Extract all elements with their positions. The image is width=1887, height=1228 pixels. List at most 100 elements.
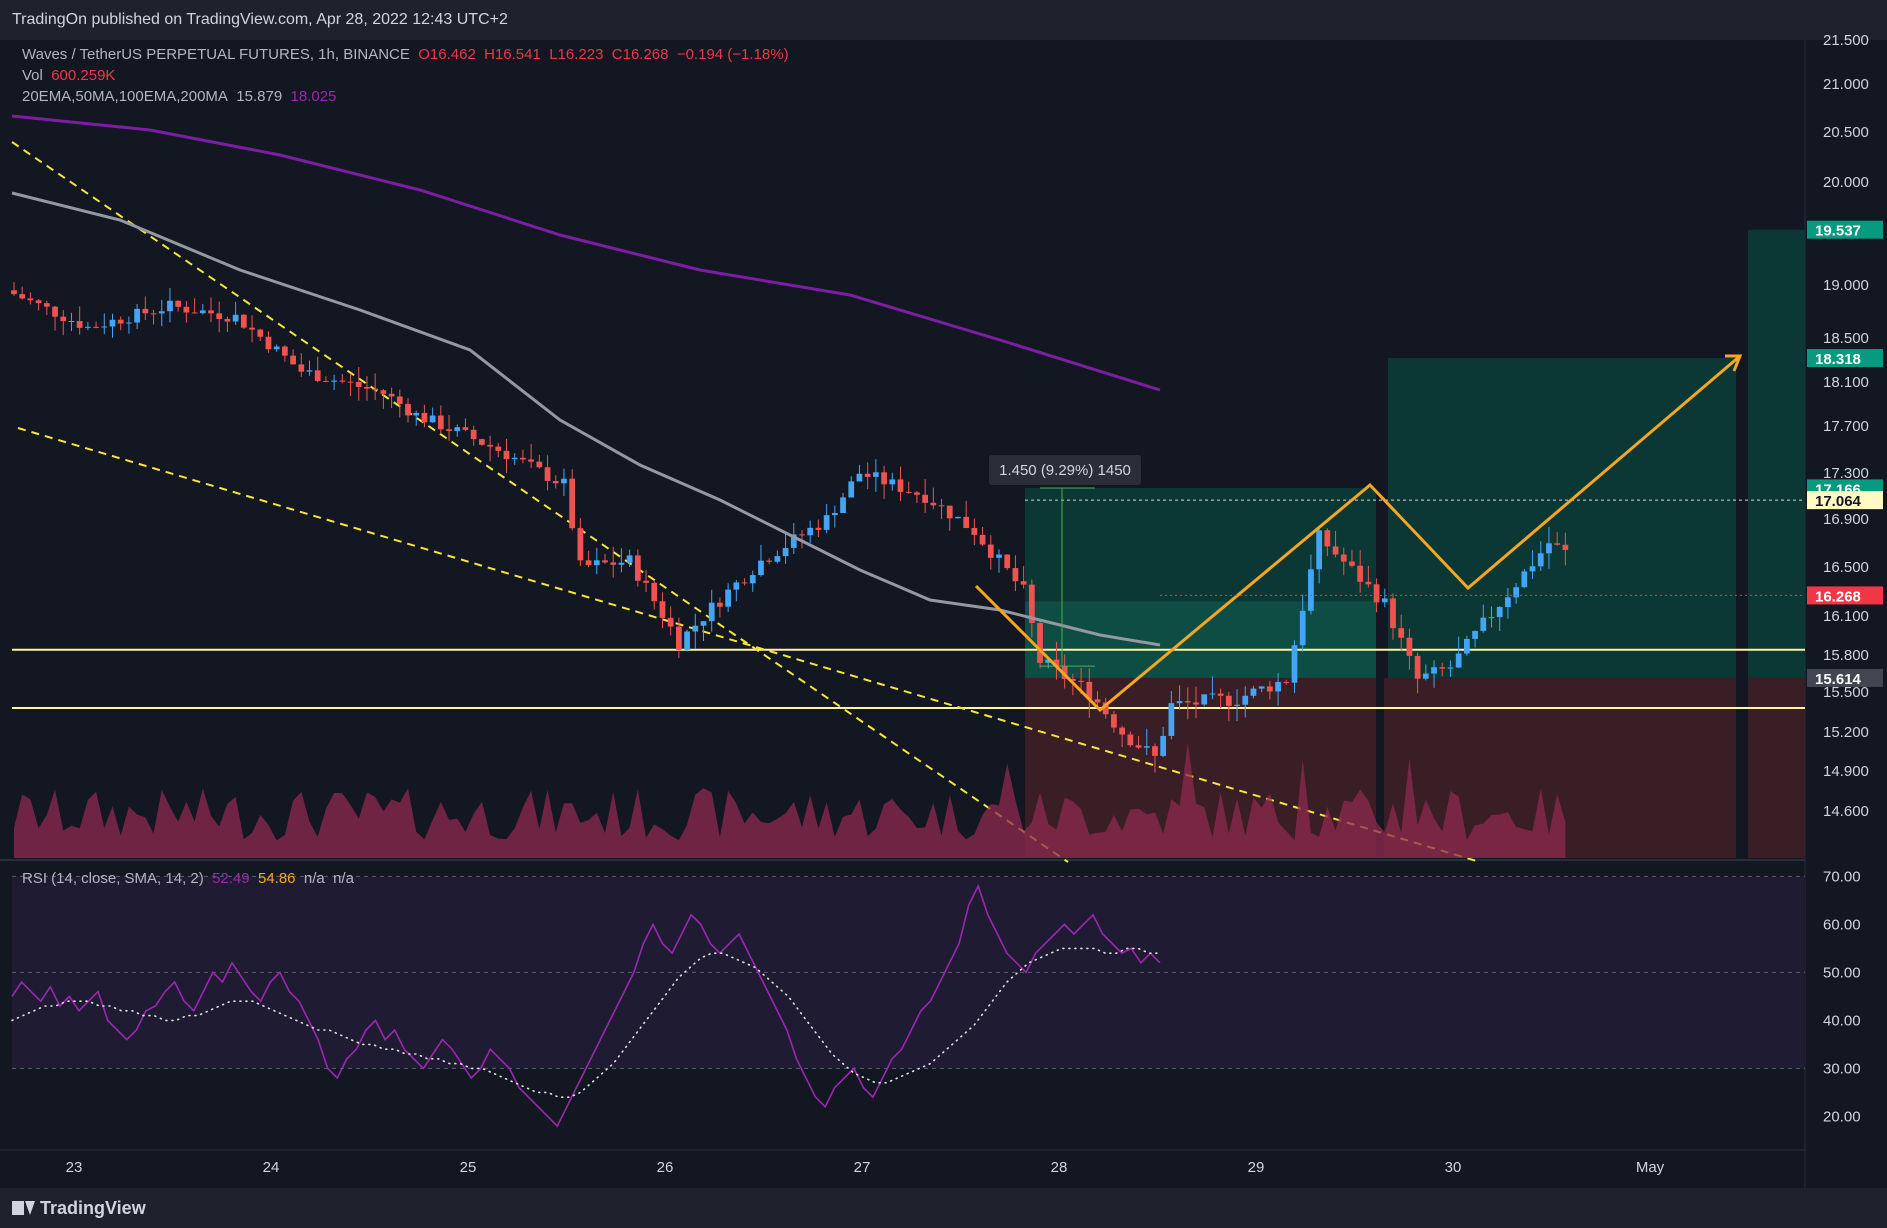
candle-body[interactable] [134,308,140,323]
candle-body[interactable] [782,547,789,557]
candle-body[interactable] [232,314,239,322]
candle-body[interactable] [823,515,830,530]
candle-body[interactable] [790,534,797,548]
candle-body[interactable] [470,429,477,440]
candle-body[interactable] [27,298,34,301]
candle-body[interactable] [11,290,17,295]
candle-body[interactable] [372,388,379,391]
candle-body[interactable] [142,308,149,314]
candle-body[interactable] [1349,561,1355,566]
candle-body[interactable] [1381,598,1388,603]
candle-body[interactable] [1275,681,1281,692]
candle-body[interactable] [569,478,576,529]
footer-brand[interactable]: TradingView [40,1197,146,1218]
candle-body[interactable] [1201,694,1208,705]
candle-body[interactable] [1562,544,1569,551]
candle-body[interactable] [610,562,617,565]
candle-body[interactable] [987,544,994,558]
candle-body[interactable] [1020,581,1027,585]
candle-body[interactable] [290,355,296,365]
candle-body[interactable] [216,313,223,319]
candle-body[interactable] [946,505,953,519]
candle-body[interactable] [1184,701,1191,703]
candle-body[interactable] [35,300,42,304]
candle-body[interactable] [561,478,567,484]
candle-body[interactable] [741,582,748,584]
candle-body[interactable] [971,527,978,535]
candle-body[interactable] [864,473,871,477]
candle-body[interactable] [52,306,58,317]
candle-body[interactable] [454,427,461,432]
candle-body[interactable] [979,534,986,545]
candle-body[interactable] [799,534,805,536]
candle-body[interactable] [282,346,288,356]
candle-body[interactable] [1111,714,1117,728]
candle-body[interactable] [692,625,699,632]
candle-body[interactable] [167,300,173,312]
candle-body[interactable] [1053,659,1060,667]
candle-body[interactable] [347,381,354,383]
candle-body[interactable] [1340,554,1347,562]
candle-body[interactable] [651,582,658,602]
candle-body[interactable] [117,319,124,324]
candle-body[interactable] [717,602,723,607]
candle-body[interactable] [1513,587,1519,598]
candle-body[interactable] [1406,637,1413,656]
candle-body[interactable] [150,313,157,315]
candle-body[interactable] [914,492,920,495]
candle-body[interactable] [659,601,666,618]
rsi-label[interactable]: RSI (14, close, SMA, 14, 2) [22,870,204,887]
candle-body[interactable] [240,314,247,328]
target-zone-3[interactable] [1748,229,1805,678]
candle-body[interactable] [437,415,444,430]
candle-body[interactable] [1529,566,1536,572]
candle-body[interactable] [1102,702,1109,715]
candle-body[interactable] [897,479,904,492]
candle-body[interactable] [577,528,584,561]
candle-body[interactable] [643,580,649,583]
candle-body[interactable] [495,446,502,451]
candle-body[interactable] [1094,699,1101,703]
candle-body[interactable] [831,512,838,516]
candle-body[interactable] [364,386,370,389]
candle-body[interactable] [922,494,928,503]
candle-body[interactable] [1028,584,1035,624]
candle-body[interactable] [848,481,855,498]
candle-body[interactable] [676,626,682,650]
ma200-line[interactable] [11,114,1161,392]
candle-body[interactable] [43,303,50,307]
candle-body[interactable] [881,472,887,485]
candle-body[interactable] [996,554,1002,558]
candle-body[interactable] [199,310,206,314]
candle-body[interactable] [1217,693,1224,696]
candle-body[interactable] [1135,745,1142,748]
candle-body[interactable] [1168,703,1175,736]
candle-body[interactable] [528,459,534,462]
candle-body[interactable] [1258,686,1265,689]
candle-body[interactable] [60,316,67,322]
candle-body[interactable] [1496,606,1503,618]
candle-body[interactable] [85,326,91,328]
candle-body[interactable] [1316,530,1322,570]
candle-body[interactable] [749,575,756,584]
candle-body[interactable] [1267,686,1273,692]
candle-body[interactable] [1488,617,1495,619]
candle-body[interactable] [1521,571,1528,588]
candle-body[interactable] [68,321,75,323]
candle-body[interactable] [249,327,255,330]
candle-body[interactable] [257,329,264,337]
candle-body[interactable] [19,294,26,299]
candle-body[interactable] [1365,581,1372,585]
candle-body[interactable] [520,457,526,460]
candle-body[interactable] [1160,735,1167,756]
candle-body[interactable] [1152,746,1158,756]
candle-body[interactable] [388,393,395,397]
volume-label[interactable]: Vol [22,67,43,84]
candle-body[interactable] [429,415,436,423]
candle-body[interactable] [536,461,543,468]
rsi-line[interactable] [11,883,1161,1128]
channel-upper-trendline[interactable] [11,141,1069,863]
candle-body[interactable] [1193,702,1199,705]
candle-body[interactable] [126,322,132,324]
candle-body[interactable] [1143,746,1150,748]
